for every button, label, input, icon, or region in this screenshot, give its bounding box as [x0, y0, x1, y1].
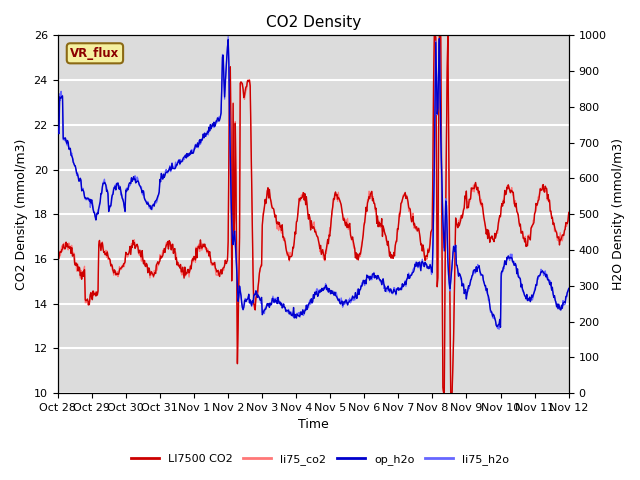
- LI7500 CO2: [440, 390, 448, 396]
- LI7500 CO2: [375, 219, 383, 225]
- Title: CO2 Density: CO2 Density: [266, 15, 361, 30]
- li75_co2: [440, 390, 447, 396]
- LI7500 CO2: [168, 247, 175, 253]
- Line: li75_co2: li75_co2: [58, 36, 569, 393]
- op_h2o: [195, 144, 202, 149]
- LI7500 CO2: [116, 268, 124, 274]
- li75_co2: [390, 251, 397, 257]
- Legend: LI7500 CO2, li75_co2, op_h2o, li75_h2o: LI7500 CO2, li75_co2, op_h2o, li75_h2o: [127, 450, 513, 469]
- li75_h2o: [495, 326, 503, 332]
- li75_h2o: [225, 34, 232, 39]
- op_h2o: [63, 140, 70, 146]
- li75_h2o: [565, 286, 573, 291]
- op_h2o: [565, 286, 573, 291]
- op_h2o: [435, 36, 443, 41]
- li75_h2o: [195, 145, 202, 151]
- li75_co2: [195, 243, 202, 249]
- op_h2o: [390, 287, 397, 292]
- li75_h2o: [63, 142, 70, 148]
- op_h2o: [54, 125, 61, 131]
- li75_h2o: [116, 182, 124, 188]
- li75_co2: [375, 218, 383, 224]
- LI7500 CO2: [54, 256, 61, 262]
- Line: li75_h2o: li75_h2o: [58, 36, 569, 329]
- Y-axis label: H2O Density (mmol/m3): H2O Density (mmol/m3): [612, 138, 625, 290]
- LI7500 CO2: [63, 244, 70, 250]
- li75_co2: [168, 246, 175, 252]
- li75_h2o: [390, 285, 398, 291]
- li75_co2: [54, 257, 61, 263]
- Text: VR_flux: VR_flux: [70, 47, 120, 60]
- li75_h2o: [54, 127, 61, 132]
- LI7500 CO2: [390, 250, 397, 255]
- LI7500 CO2: [431, 33, 438, 38]
- LI7500 CO2: [195, 243, 202, 249]
- li75_co2: [565, 210, 573, 216]
- Line: LI7500 CO2: LI7500 CO2: [58, 36, 569, 393]
- li75_co2: [63, 243, 70, 249]
- li75_h2o: [168, 168, 175, 173]
- op_h2o: [375, 275, 383, 281]
- li75_co2: [431, 33, 438, 38]
- X-axis label: Time: Time: [298, 419, 328, 432]
- LI7500 CO2: [565, 209, 573, 215]
- op_h2o: [497, 324, 504, 330]
- op_h2o: [168, 166, 175, 172]
- Line: op_h2o: op_h2o: [58, 38, 569, 327]
- li75_h2o: [376, 276, 383, 282]
- op_h2o: [116, 186, 124, 192]
- Y-axis label: CO2 Density (mmol/m3): CO2 Density (mmol/m3): [15, 139, 28, 290]
- li75_co2: [116, 264, 124, 269]
